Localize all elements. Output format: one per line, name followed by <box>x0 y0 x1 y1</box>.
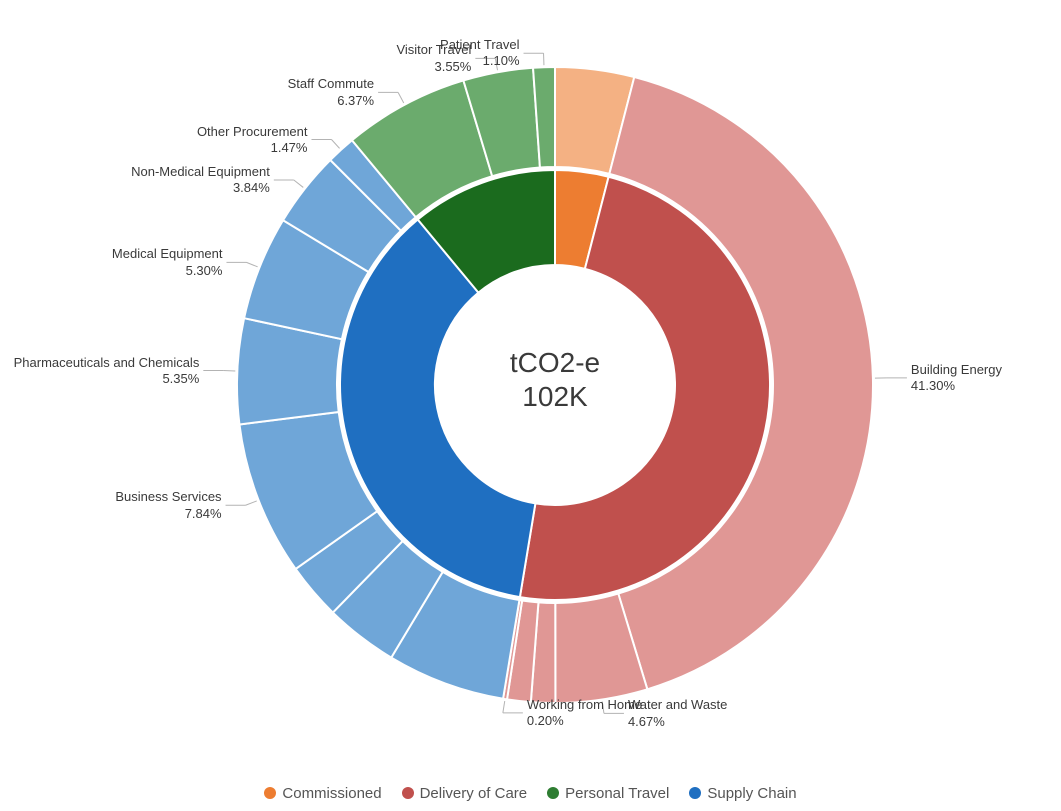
legend-dot <box>547 787 559 799</box>
legend-item-commissioned[interactable]: Commissioned <box>264 785 381 802</box>
legend-dot <box>402 787 414 799</box>
legend-label: Delivery of Care <box>420 785 528 802</box>
legend: Commissioned Delivery of Care Personal Tra… <box>0 785 1061 804</box>
legend-label: Supply Chain <box>707 785 796 802</box>
legend-item-supply-chain[interactable]: Supply Chain <box>689 785 796 802</box>
legend-item-personal-travel[interactable]: Personal Travel <box>547 785 669 802</box>
legend-dot <box>264 787 276 799</box>
sunburst-chart: tCO2-e 102K Building Energy41.30%Water a… <box>0 0 1061 811</box>
legend-item-delivery-of-care[interactable]: Delivery of Care <box>402 785 528 802</box>
legend-label: Commissioned <box>282 785 381 802</box>
legend-label: Personal Travel <box>565 785 669 802</box>
legend-dot <box>689 787 701 799</box>
